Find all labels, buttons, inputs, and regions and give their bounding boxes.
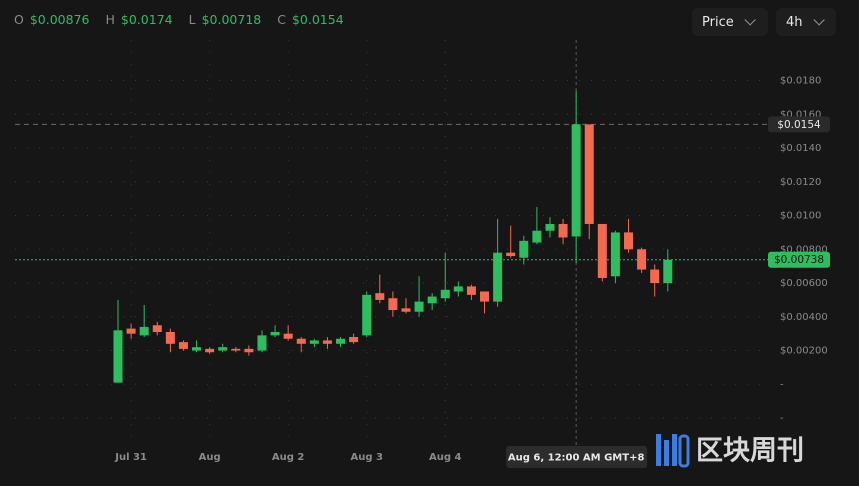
candle-body — [558, 223, 568, 238]
y-tick-label: $0.00600 — [780, 278, 828, 289]
candle-body — [231, 348, 241, 351]
ohlc-key: H — [105, 12, 115, 27]
candle-body — [283, 333, 293, 339]
candle-body — [427, 296, 437, 304]
candle-body — [139, 326, 149, 336]
candle-body — [165, 331, 175, 344]
candle-body — [192, 347, 202, 351]
candle-body — [270, 331, 280, 336]
x-tick-label: Aug 4 — [429, 452, 461, 463]
candle-body — [244, 348, 254, 353]
candle-body — [663, 259, 673, 284]
ohlc-key: C — [277, 12, 286, 27]
candle-body — [545, 223, 555, 231]
price-tag — [768, 251, 830, 268]
candle-body — [480, 291, 490, 302]
ohlc-value: $0.0174 — [120, 12, 173, 27]
y-tick-label: $0.0100 — [780, 211, 821, 222]
candle-body — [126, 328, 136, 334]
logo-bar — [678, 434, 690, 468]
candle-body — [532, 230, 542, 243]
ohlc-legend: O $0.00876 H $0.0174 L $0.00718 C $0.0154 — [14, 12, 354, 27]
candle-body — [610, 232, 620, 277]
ohlc-value: $0.0154 — [291, 12, 344, 27]
x-tick-label: Jul 31 — [114, 452, 147, 463]
candle-body — [493, 252, 503, 302]
candle-body — [506, 252, 516, 257]
watermark: 区块周刊 — [696, 436, 804, 467]
candle-body — [113, 330, 123, 383]
candle-body — [309, 340, 319, 344]
y-tick-label: $0.00800 — [780, 244, 828, 255]
x-tick-label: Aug 2 — [272, 452, 304, 463]
candle-body — [466, 286, 476, 295]
candle-body — [205, 348, 215, 353]
candle-body — [388, 298, 398, 311]
y-tick-label: $0.0160 — [780, 109, 821, 120]
y-tick-label: $0.0120 — [780, 177, 821, 188]
y-tick-label: $0.00400 — [780, 312, 828, 323]
candle-body — [322, 340, 332, 344]
y-tick-label: $0.0140 — [780, 143, 821, 154]
candle-body — [375, 293, 385, 300]
price-tag-label: $0.0154 — [777, 119, 821, 131]
x-tick-label: Aug — [199, 452, 221, 463]
candle-body — [414, 301, 424, 312]
candle-body — [178, 342, 188, 349]
candle-body — [453, 286, 463, 292]
candle-body — [257, 335, 267, 351]
y-tick-label: - — [780, 379, 784, 390]
x-tick-label: Aug 3 — [350, 452, 382, 463]
logo-bar — [656, 434, 661, 466]
candle-body — [584, 124, 594, 224]
candle-body — [349, 337, 359, 343]
candle-body — [571, 124, 581, 237]
candle-body — [152, 325, 162, 332]
logo-bar — [672, 434, 677, 466]
price-label: Price — [702, 14, 734, 30]
interval-label: 4h — [786, 14, 803, 30]
candle-body — [624, 232, 634, 250]
ohlc-key: O — [14, 12, 24, 27]
y-tick-label: $0.00200 — [780, 346, 828, 357]
candle-body — [401, 308, 411, 312]
logo — [656, 434, 690, 468]
candle-body — [519, 240, 529, 258]
y-tick-label: $0.0180 — [780, 76, 821, 87]
candle-body — [336, 338, 346, 344]
candle-body — [218, 347, 228, 351]
price-tag — [768, 116, 830, 133]
candle-body — [296, 338, 306, 344]
y-tick-label: - — [780, 413, 784, 424]
crosshair-tag — [506, 446, 648, 468]
price-tag-label: $0.00738 — [774, 254, 824, 266]
candle-body — [637, 249, 647, 270]
logo-bar — [664, 440, 669, 466]
candle-body — [597, 223, 607, 278]
price-button[interactable]: Price — [692, 8, 768, 36]
candle-body — [440, 289, 450, 299]
candle-body — [362, 294, 372, 336]
interval-button[interactable]: 4h — [776, 8, 836, 36]
candle-body — [650, 269, 660, 284]
crosshair-label: Aug 6, 12:00 AM GMT+8 — [508, 453, 645, 464]
ohlc-value: $0.00718 — [201, 12, 262, 27]
ohlc-key: L — [188, 12, 196, 27]
ohlc-value: $0.00876 — [29, 12, 90, 27]
